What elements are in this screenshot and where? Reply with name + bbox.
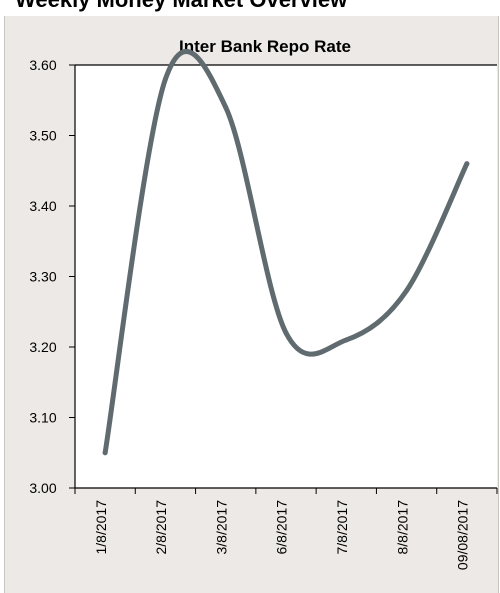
y-tick-label: 3.50 xyxy=(29,128,56,144)
x-tick-label: 1/8/2017 xyxy=(93,500,109,555)
plot-background xyxy=(75,65,497,488)
y-axis: 3.00 3.10 3.20 3.30 3.40 3.50 3.60 xyxy=(29,57,76,496)
page-title: Weekly Money Market Overview xyxy=(0,0,500,15)
data-point xyxy=(464,161,470,167)
data-point xyxy=(102,450,108,456)
series-layer xyxy=(102,49,470,456)
x-tick-label: 7/8/2017 xyxy=(334,500,350,555)
y-tick-label: 3.60 xyxy=(29,57,56,73)
x-tick-label: 2/8/2017 xyxy=(153,500,169,555)
y-tick-label: 3.00 xyxy=(29,480,56,496)
x-tick-label: 8/8/2017 xyxy=(394,500,410,555)
x-tick-label: 3/8/2017 xyxy=(213,500,229,555)
data-point xyxy=(404,288,410,294)
y-tick-label: 3.20 xyxy=(29,339,56,355)
x-tick-label: 6/8/2017 xyxy=(274,500,290,555)
data-point xyxy=(283,330,289,336)
data-point xyxy=(162,76,168,82)
y-tick-label: 3.40 xyxy=(29,198,56,214)
y-tick-label: 3.10 xyxy=(29,410,56,426)
plot-area xyxy=(75,64,497,488)
x-axis: 1/8/2017 2/8/2017 3/8/2017 6/8/2017 7/8/2017… xyxy=(74,487,498,570)
data-point xyxy=(223,104,229,110)
x-tick-label: 09/08/2017 xyxy=(455,500,471,570)
chart-title: Inter Bank Repo Rate xyxy=(179,37,351,56)
y-tick-label: 3.30 xyxy=(29,269,56,285)
series-line xyxy=(102,49,470,456)
data-point xyxy=(343,337,349,343)
